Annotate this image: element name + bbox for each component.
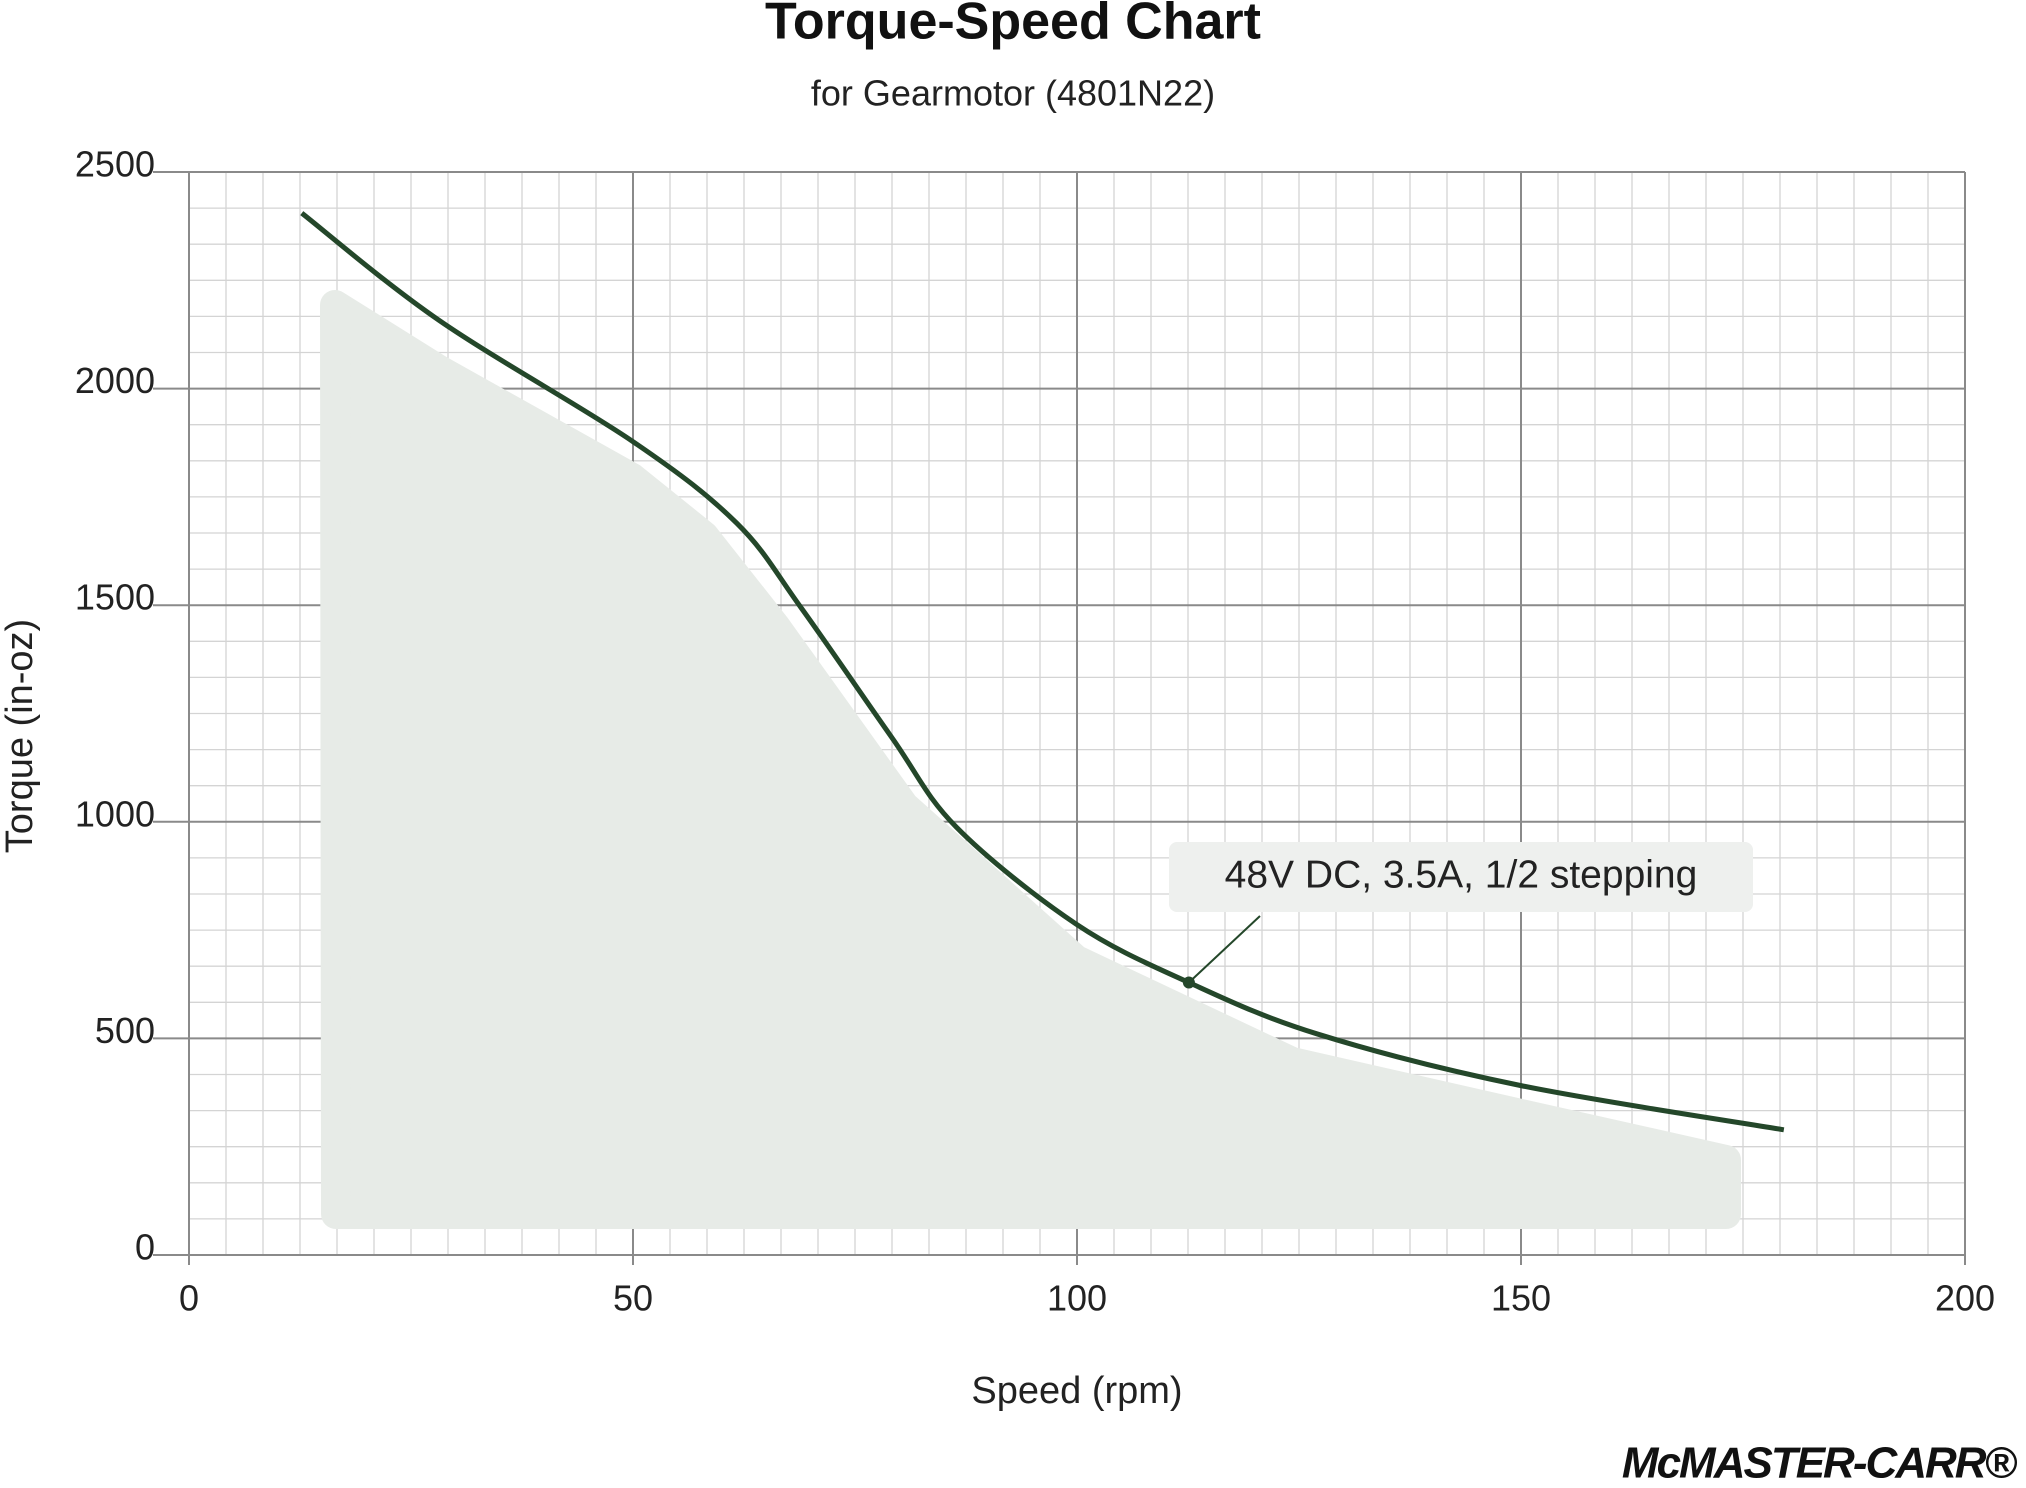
annotation-leader [1188, 915, 1261, 984]
brand-logo: McMASTER-CARR® [1622, 1439, 2018, 1488]
y-tick-label: 500 [95, 1010, 155, 1051]
operating-region [320, 290, 1741, 1229]
chart-title: Torque-Speed Chart [765, 0, 1261, 51]
annotation-text: 48V DC, 3.5A, 1/2 stepping [1225, 853, 1698, 896]
y-tick-label: 2500 [75, 144, 155, 185]
annotation-point [1182, 976, 1195, 989]
x-tick-label: 200 [1935, 1278, 1995, 1319]
y-tick-label: 0 [135, 1227, 155, 1268]
y-axis-title: Torque (in-oz) [0, 619, 41, 853]
annotation-box [1169, 842, 1753, 912]
x-tick-label: 0 [179, 1278, 199, 1319]
x-tick-label: 150 [1491, 1278, 1551, 1319]
y-tick-label: 2000 [75, 360, 155, 401]
line-series [300, 211, 1785, 1133]
y-tick-label: 1500 [75, 577, 155, 618]
x-tick-label: 50 [613, 1278, 653, 1319]
y-tick-label: 1000 [75, 793, 155, 834]
x-tick-label: 100 [1047, 1278, 1107, 1319]
x-axis-title: Speed (rpm) [971, 1370, 1182, 1412]
chart-subtitle: for Gearmotor (4801N22) [811, 73, 1215, 114]
